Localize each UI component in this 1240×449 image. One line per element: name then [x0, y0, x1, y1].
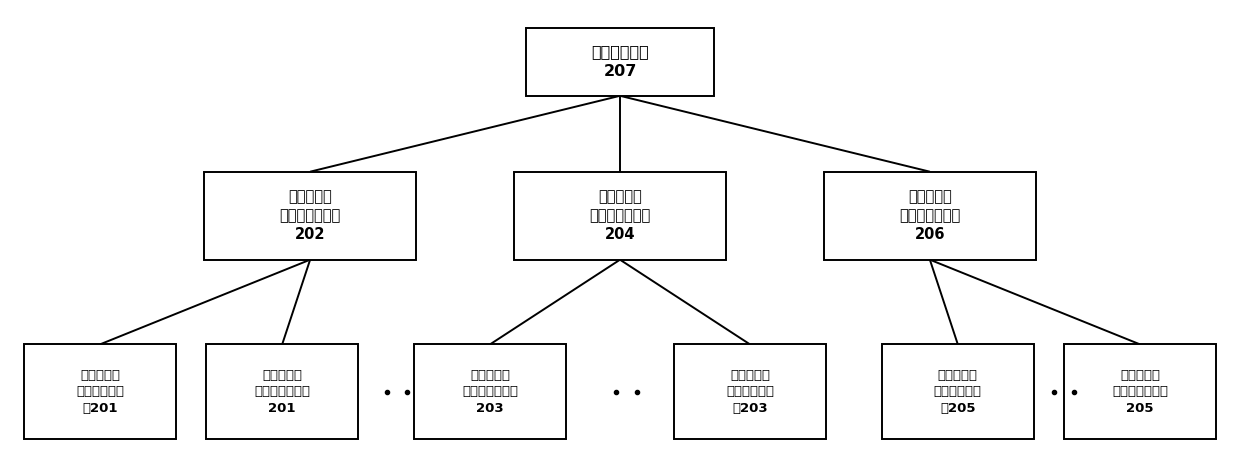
Text: 波长光通道
误码率采集单
元201: 波长光通道 误码率采集单 元201 [76, 369, 124, 415]
Bar [1064, 344, 1216, 439]
Bar [206, 344, 358, 439]
Bar [823, 172, 1037, 260]
Text: 故障定位单元
207: 故障定位单元 207 [591, 44, 649, 79]
Text: 波长光通道
误码率监测单元
202: 波长光通道 误码率监测单元 202 [279, 189, 341, 242]
Text: 波长光通道
误码率采集单元
201: 波长光通道 误码率采集单元 201 [254, 369, 310, 415]
Text: 波长光通道
光功率采集单
元205: 波长光通道 光功率采集单 元205 [934, 369, 982, 415]
Text: 群路光通道
光功率采集单元
203: 群路光通道 光功率采集单元 203 [463, 369, 518, 415]
Bar [414, 344, 565, 439]
Bar [24, 344, 176, 439]
Text: 群路光通道
光功率采集单
元203: 群路光通道 光功率采集单 元203 [727, 369, 774, 415]
Text: 群路光通道
光功率监测单元
204: 群路光通道 光功率监测单元 204 [589, 189, 651, 242]
Text: 波长光通道
光功率采集单元
205: 波长光通道 光功率采集单元 205 [1112, 369, 1168, 415]
Text: 波长光通道
光功率监测单元
206: 波长光通道 光功率监测单元 206 [899, 189, 961, 242]
Bar [526, 27, 714, 96]
Bar [203, 172, 417, 260]
Bar [675, 344, 826, 439]
Bar [513, 172, 727, 260]
Bar [882, 344, 1034, 439]
